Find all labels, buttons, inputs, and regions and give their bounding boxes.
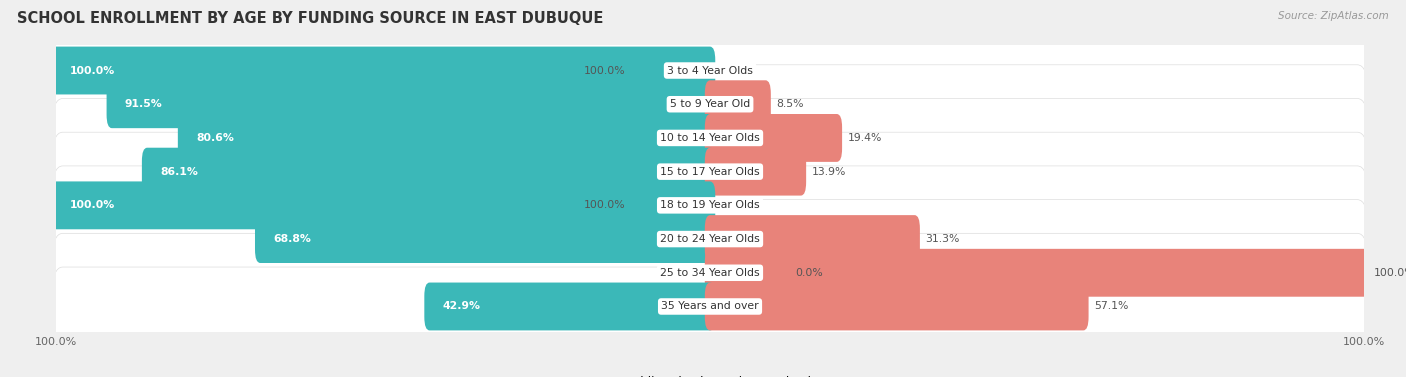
Text: 35 Years and over: 35 Years and over <box>661 302 759 311</box>
FancyBboxPatch shape <box>51 47 716 95</box>
FancyBboxPatch shape <box>704 148 806 196</box>
Text: 25 to 34 Year Olds: 25 to 34 Year Olds <box>661 268 759 278</box>
Text: 19.4%: 19.4% <box>848 133 882 143</box>
FancyBboxPatch shape <box>142 148 716 196</box>
FancyBboxPatch shape <box>425 282 716 330</box>
FancyBboxPatch shape <box>107 80 716 128</box>
FancyBboxPatch shape <box>704 80 770 128</box>
Text: 80.6%: 80.6% <box>197 133 233 143</box>
Text: 100.0%: 100.0% <box>1374 268 1406 278</box>
FancyBboxPatch shape <box>51 181 716 229</box>
FancyBboxPatch shape <box>177 114 716 162</box>
Legend: Public School, Private School: Public School, Private School <box>609 376 811 377</box>
FancyBboxPatch shape <box>254 215 716 263</box>
Text: Source: ZipAtlas.com: Source: ZipAtlas.com <box>1278 11 1389 21</box>
Text: 31.3%: 31.3% <box>925 234 959 244</box>
Text: SCHOOL ENROLLMENT BY AGE BY FUNDING SOURCE IN EAST DUBUQUE: SCHOOL ENROLLMENT BY AGE BY FUNDING SOUR… <box>17 11 603 26</box>
FancyBboxPatch shape <box>704 249 1369 297</box>
Text: 100.0%: 100.0% <box>69 200 114 210</box>
Text: 100.0%: 100.0% <box>69 66 114 75</box>
FancyBboxPatch shape <box>52 233 1368 312</box>
Text: 20 to 24 Year Olds: 20 to 24 Year Olds <box>661 234 759 244</box>
Text: 100.0%: 100.0% <box>583 200 626 210</box>
Text: 68.8%: 68.8% <box>273 234 311 244</box>
Text: 10 to 14 Year Olds: 10 to 14 Year Olds <box>661 133 759 143</box>
Text: 0.0%: 0.0% <box>794 268 823 278</box>
Text: 15 to 17 Year Olds: 15 to 17 Year Olds <box>661 167 759 177</box>
FancyBboxPatch shape <box>52 200 1368 279</box>
FancyBboxPatch shape <box>704 114 842 162</box>
Text: 86.1%: 86.1% <box>160 167 198 177</box>
Text: 57.1%: 57.1% <box>1094 302 1128 311</box>
Text: 5 to 9 Year Old: 5 to 9 Year Old <box>669 99 751 109</box>
FancyBboxPatch shape <box>52 166 1368 245</box>
Text: 3 to 4 Year Olds: 3 to 4 Year Olds <box>666 66 754 75</box>
FancyBboxPatch shape <box>52 132 1368 211</box>
FancyBboxPatch shape <box>52 65 1368 144</box>
Text: 18 to 19 Year Olds: 18 to 19 Year Olds <box>661 200 759 210</box>
FancyBboxPatch shape <box>704 215 920 263</box>
Text: 13.9%: 13.9% <box>811 167 846 177</box>
Text: 42.9%: 42.9% <box>443 302 481 311</box>
FancyBboxPatch shape <box>52 31 1368 110</box>
FancyBboxPatch shape <box>52 98 1368 177</box>
Text: 100.0%: 100.0% <box>583 66 626 75</box>
Text: 91.5%: 91.5% <box>125 99 163 109</box>
Text: 8.5%: 8.5% <box>776 99 804 109</box>
FancyBboxPatch shape <box>52 267 1368 346</box>
FancyBboxPatch shape <box>704 282 1088 330</box>
